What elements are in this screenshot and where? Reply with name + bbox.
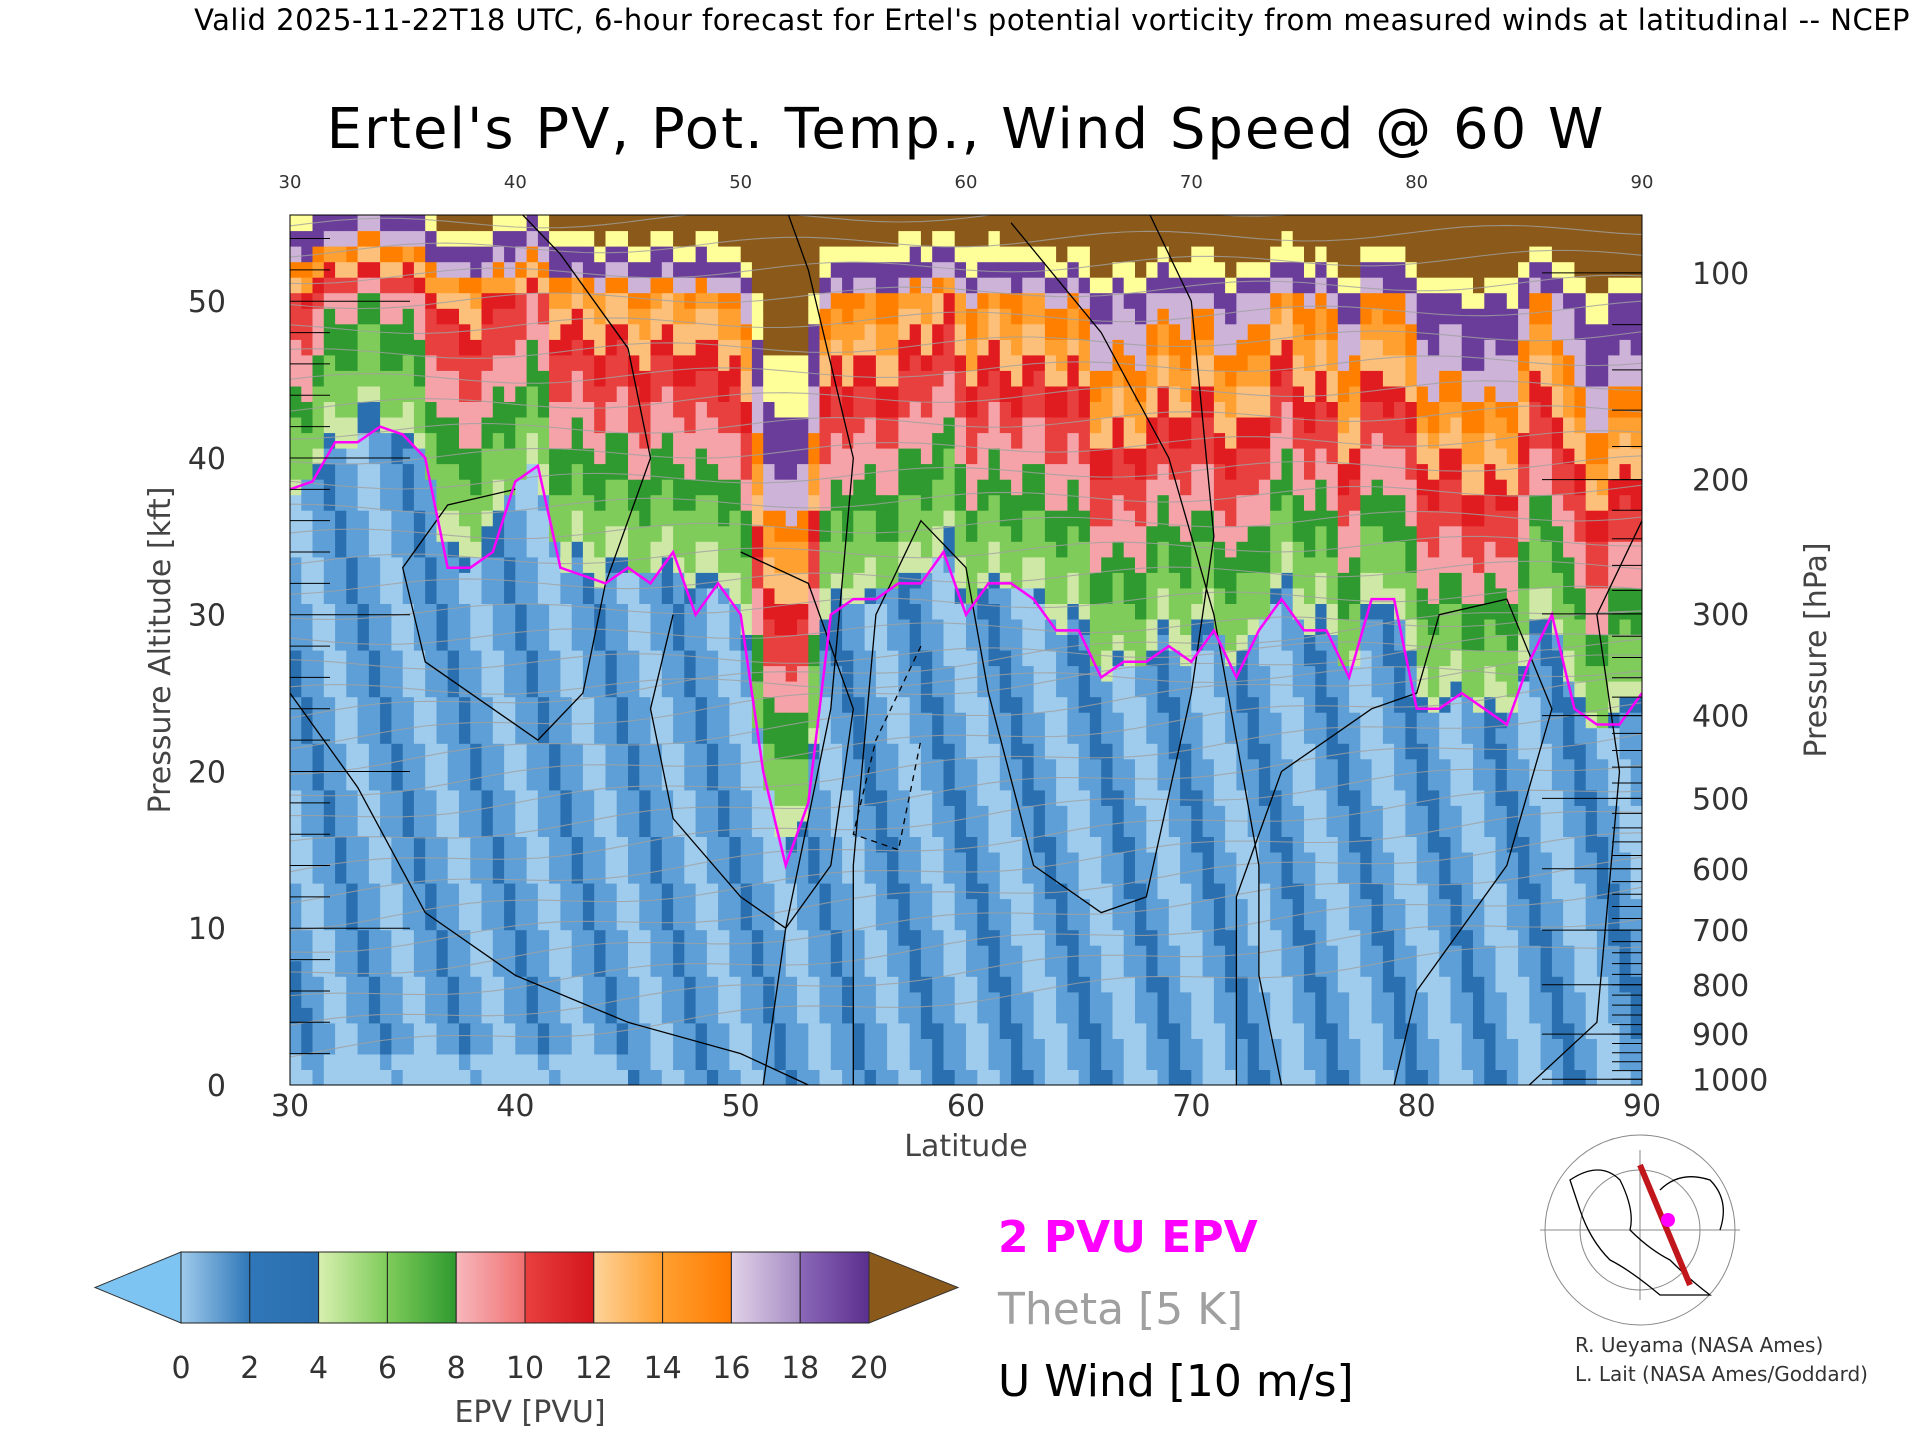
colorbar-segment [730, 1251, 801, 1324]
pressure-tick-label: 600 [1692, 853, 1749, 888]
colorbar-upper-extension [868, 1251, 960, 1324]
x-tick-label: 50 [722, 1089, 760, 1124]
x-tick-label-top: 40 [504, 172, 527, 193]
legend: 2 PVU EPV Theta [5 K] U Wind [10 m/s] [997, 1212, 1354, 1407]
colorbar-lower-extension [93, 1251, 182, 1324]
x-tick-label: 80 [1398, 1089, 1436, 1124]
y-tick-label: 50 [188, 285, 226, 320]
colorbar-segment [455, 1251, 526, 1324]
x-tick-label-top: 60 [955, 172, 978, 193]
chart-title: Ertel's PV, Pot. Temp., Wind Speed @ 60 … [327, 97, 1606, 162]
colorbar-segment [524, 1251, 595, 1324]
colorbar-tick-label: 18 [781, 1351, 819, 1386]
y-tick-labels-left: 0 10 20 30 40 50 [188, 285, 226, 1104]
credit-line-2: L. Lait (NASA Ames/Goddard) [1575, 1362, 1868, 1386]
x-tick-labels: 30 40 50 60 70 80 90 [271, 1089, 1661, 1124]
epv-field [290, 215, 1642, 1085]
pressure-ticks [1542, 272, 1642, 1080]
colorbar [93, 1251, 960, 1324]
y-tick-label: 30 [188, 599, 226, 634]
x-tick-label-top: 80 [1405, 172, 1428, 193]
colorbar-segment [249, 1251, 320, 1324]
theta-contours [290, 215, 1642, 1058]
colorbar-tick-label: 12 [575, 1351, 613, 1386]
legend-entry: 2 PVU EPV [998, 1212, 1258, 1263]
pressure-tick-label: 1000 [1692, 1063, 1768, 1098]
y-tick-label: 10 [188, 912, 226, 947]
pressure-tick-label: 300 [1692, 598, 1749, 633]
y-tick-label: 0 [207, 1069, 226, 1104]
colorbar-segment [799, 1251, 870, 1324]
locator-map [1540, 1134, 1740, 1326]
colorbar-tick-label: 2 [240, 1351, 259, 1386]
legend-entry: Theta [5 K] [997, 1284, 1243, 1335]
y-axis-label-right: Pressure [hPa] [1799, 542, 1834, 757]
header-text: Valid 2025-11-22T18 UTC, 6-hour forecast… [194, 3, 1910, 37]
y-tick-labels-right: 1000 900 800 700 600 500 400 300 200 100 [1692, 257, 1768, 1098]
pressure-tick-label: 200 [1692, 464, 1749, 499]
colorbar-tick-label: 0 [171, 1351, 190, 1386]
x-tick-label: 30 [271, 1089, 309, 1124]
colorbar-segment [386, 1251, 457, 1324]
x-tick-label-top: 70 [1180, 172, 1203, 193]
y-tick-label: 20 [188, 755, 226, 790]
pressure-tick-label: 700 [1692, 914, 1749, 949]
wind-contours [290, 215, 1642, 1085]
pressure-tick-label: 900 [1692, 1018, 1749, 1053]
colorbar-segment [593, 1251, 664, 1324]
pressure-tick-label: 800 [1692, 969, 1749, 1004]
colorbar-tick-labels: 0 2 4 6 8 10 12 14 16 18 20 [171, 1351, 888, 1386]
x-tick-label: 70 [1172, 1089, 1210, 1124]
colorbar-tick-label: 16 [712, 1351, 750, 1386]
x-tick-label-top: 90 [1631, 172, 1654, 193]
y-tick-label: 40 [188, 442, 226, 477]
pressure-tick-label: 400 [1692, 700, 1749, 735]
x-tick-label-top: 30 [279, 172, 302, 193]
colorbar-tick-label: 4 [309, 1351, 328, 1386]
colorbar-segment [180, 1251, 251, 1324]
pressure-tick-label: 500 [1692, 782, 1749, 817]
pv2-contour-line [290, 425, 1642, 870]
colorbar-tick-label: 8 [447, 1351, 466, 1386]
pressure-tick-label: 100 [1692, 257, 1749, 292]
x-tick-label-top: 50 [729, 172, 752, 193]
colorbar-segment [318, 1251, 388, 1324]
x-tick-label: 90 [1623, 1089, 1661, 1124]
colorbar-tick-label: 20 [850, 1351, 888, 1386]
legend-entry: U Wind [10 m/s] [998, 1356, 1354, 1407]
y-axis-label-left: Pressure Altitude [kft] [143, 487, 178, 814]
altitude-minor-ticks [290, 238, 410, 1086]
x-axis-label: Latitude [904, 1129, 1027, 1164]
x-tick-label: 40 [496, 1089, 534, 1124]
colorbar-tick-label: 10 [506, 1351, 544, 1386]
plot-frame [289, 214, 1643, 1086]
x-tick-label: 60 [947, 1089, 985, 1124]
colorbar-segment [662, 1251, 732, 1324]
x-tick-labels-top: 30 40 50 60 70 80 90 [279, 172, 1654, 193]
plot-area [289, 214, 1643, 1086]
colorbar-label: EPV [PVU] [454, 1395, 605, 1430]
credit-line-1: R. Ueyama (NASA Ames) [1575, 1333, 1823, 1357]
colorbar-tick-label: 6 [378, 1351, 397, 1386]
colorbar-tick-label: 14 [644, 1351, 682, 1386]
